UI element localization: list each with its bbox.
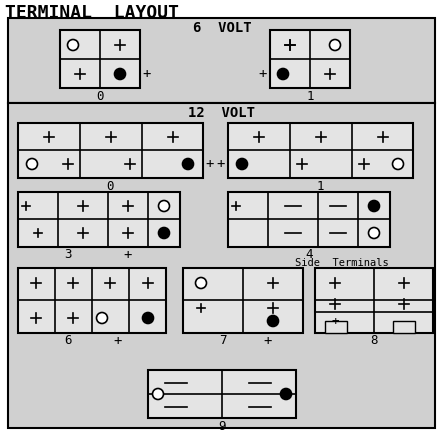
Circle shape bbox=[392, 159, 404, 170]
Text: Side  Terminals: Side Terminals bbox=[295, 258, 389, 268]
Text: TERMINAL  LAYOUT: TERMINAL LAYOUT bbox=[5, 4, 179, 22]
Circle shape bbox=[152, 389, 163, 400]
Text: 4: 4 bbox=[305, 249, 313, 261]
Text: +: + bbox=[331, 315, 339, 329]
Text: +: + bbox=[114, 334, 122, 348]
Text: 6  VOLT: 6 VOLT bbox=[193, 21, 251, 35]
Bar bbox=[18, 192, 180, 247]
Text: +: + bbox=[206, 157, 214, 171]
Bar bbox=[18, 268, 166, 333]
Bar bbox=[8, 103, 435, 428]
Text: 1: 1 bbox=[306, 89, 314, 102]
Circle shape bbox=[67, 39, 78, 51]
Bar bbox=[228, 192, 390, 247]
Circle shape bbox=[159, 228, 170, 238]
Circle shape bbox=[330, 39, 341, 51]
Text: +: + bbox=[217, 157, 225, 171]
Circle shape bbox=[277, 69, 288, 79]
Bar bbox=[393, 321, 415, 333]
Circle shape bbox=[369, 201, 380, 211]
Circle shape bbox=[97, 312, 108, 323]
Bar bbox=[8, 18, 435, 103]
Text: +: + bbox=[259, 67, 267, 81]
Bar bbox=[228, 123, 413, 178]
Circle shape bbox=[280, 389, 291, 400]
Bar bbox=[18, 123, 203, 178]
Text: 1: 1 bbox=[317, 179, 324, 193]
Text: 0: 0 bbox=[107, 179, 114, 193]
Circle shape bbox=[159, 201, 170, 211]
Text: -: - bbox=[400, 315, 408, 329]
Text: 6: 6 bbox=[64, 334, 72, 347]
Circle shape bbox=[27, 159, 38, 170]
Text: 3: 3 bbox=[64, 249, 72, 261]
Text: +: + bbox=[143, 67, 151, 81]
Circle shape bbox=[183, 159, 194, 170]
Bar bbox=[325, 321, 347, 333]
Bar bbox=[148, 370, 296, 418]
Text: 12  VOLT: 12 VOLT bbox=[189, 106, 256, 120]
Bar bbox=[270, 30, 350, 88]
Text: 0: 0 bbox=[96, 89, 104, 102]
Bar bbox=[315, 268, 433, 333]
Bar bbox=[183, 268, 303, 333]
Text: +: + bbox=[264, 334, 272, 348]
Circle shape bbox=[237, 159, 248, 170]
Bar bbox=[60, 30, 140, 88]
Circle shape bbox=[114, 69, 125, 79]
Text: 7: 7 bbox=[219, 334, 227, 347]
Text: 9: 9 bbox=[218, 420, 226, 432]
Circle shape bbox=[195, 277, 206, 288]
Circle shape bbox=[143, 312, 154, 323]
Circle shape bbox=[268, 315, 279, 326]
Text: 8: 8 bbox=[370, 334, 378, 347]
Circle shape bbox=[369, 228, 380, 238]
Text: +: + bbox=[124, 248, 132, 262]
